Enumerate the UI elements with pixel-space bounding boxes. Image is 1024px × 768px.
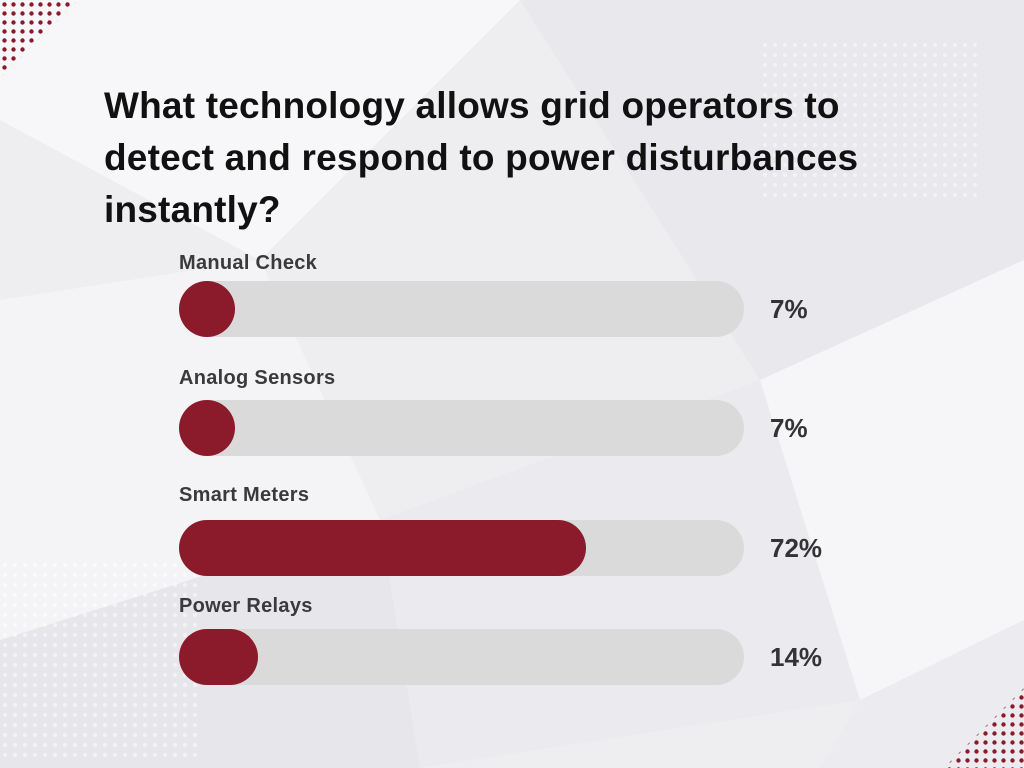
bar-track xyxy=(179,629,744,685)
bar-fill xyxy=(179,520,586,576)
poll-question-title: What technology allows grid operators to… xyxy=(104,85,859,230)
option-label: Manual Check xyxy=(179,252,318,274)
option-label: Smart Meters xyxy=(179,484,310,506)
option-label: Power Relays xyxy=(179,595,313,617)
bar-fill xyxy=(179,281,235,337)
percentage-label: 72% xyxy=(770,533,823,563)
bar-track xyxy=(179,520,744,576)
corner-dots-bottom-right xyxy=(944,688,1024,768)
bar-fill xyxy=(179,629,259,685)
bar-track xyxy=(179,281,744,337)
percentage-label: 14% xyxy=(770,642,823,672)
percentage-label: 7% xyxy=(770,294,808,324)
corner-dots-top-left xyxy=(0,0,78,78)
bar-fill xyxy=(179,400,235,456)
percentage-label: 7% xyxy=(770,413,808,443)
bar-track xyxy=(179,400,744,456)
option-label: Analog Sensors xyxy=(179,367,336,389)
